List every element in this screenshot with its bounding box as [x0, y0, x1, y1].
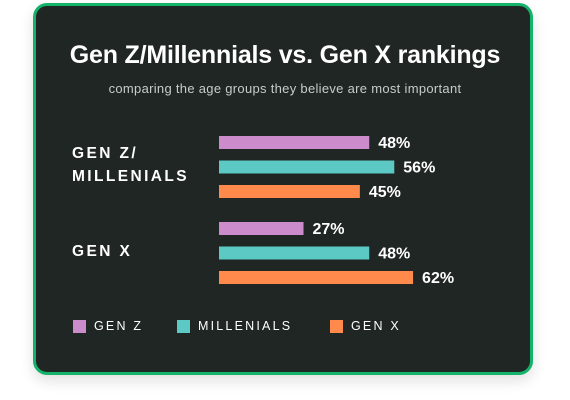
data-label: 48% — [378, 135, 410, 152]
legend-item-genz: GEN Z — [73, 318, 143, 334]
legend-item-millenials: MILLENIALS — [177, 318, 292, 334]
legend-label: GEN Z — [94, 319, 144, 333]
legend-swatch — [330, 319, 343, 333]
data-label: 56% — [403, 160, 435, 177]
chart-subtitle: comparing the age groups they believe ar… — [108, 81, 462, 96]
legend-label: MILLENIALS — [198, 319, 293, 333]
legend-swatch — [73, 319, 86, 333]
legend-item-genx: GEN X — [330, 318, 401, 334]
category-label-line: GEN X — [72, 243, 133, 260]
category-label-genz-millenials: GEN Z/ MILLENIALS — [72, 142, 189, 188]
bar-gen-x-1 — [219, 271, 414, 284]
category-label-line: GEN Z/ — [72, 145, 139, 162]
bar-gen-z-1 — [219, 222, 304, 235]
bar-millenials-0 — [219, 160, 395, 174]
bar-gen-z-0 — [219, 136, 370, 149]
bar-millenials-1 — [219, 246, 370, 260]
chart-title: Gen Z/Millennials vs. Gen X rankings — [69, 41, 501, 69]
legend-swatch — [177, 319, 190, 333]
bar-gen-x-0 — [219, 185, 360, 198]
legend-label: GEN X — [351, 319, 401, 333]
category-label-line: MILLENIALS — [72, 168, 189, 185]
category-label-genx: GEN X — [72, 240, 132, 263]
data-label: 27% — [313, 221, 345, 238]
data-label: 45% — [369, 184, 401, 201]
data-label: 48% — [378, 246, 410, 263]
data-label: 62% — [422, 270, 454, 287]
